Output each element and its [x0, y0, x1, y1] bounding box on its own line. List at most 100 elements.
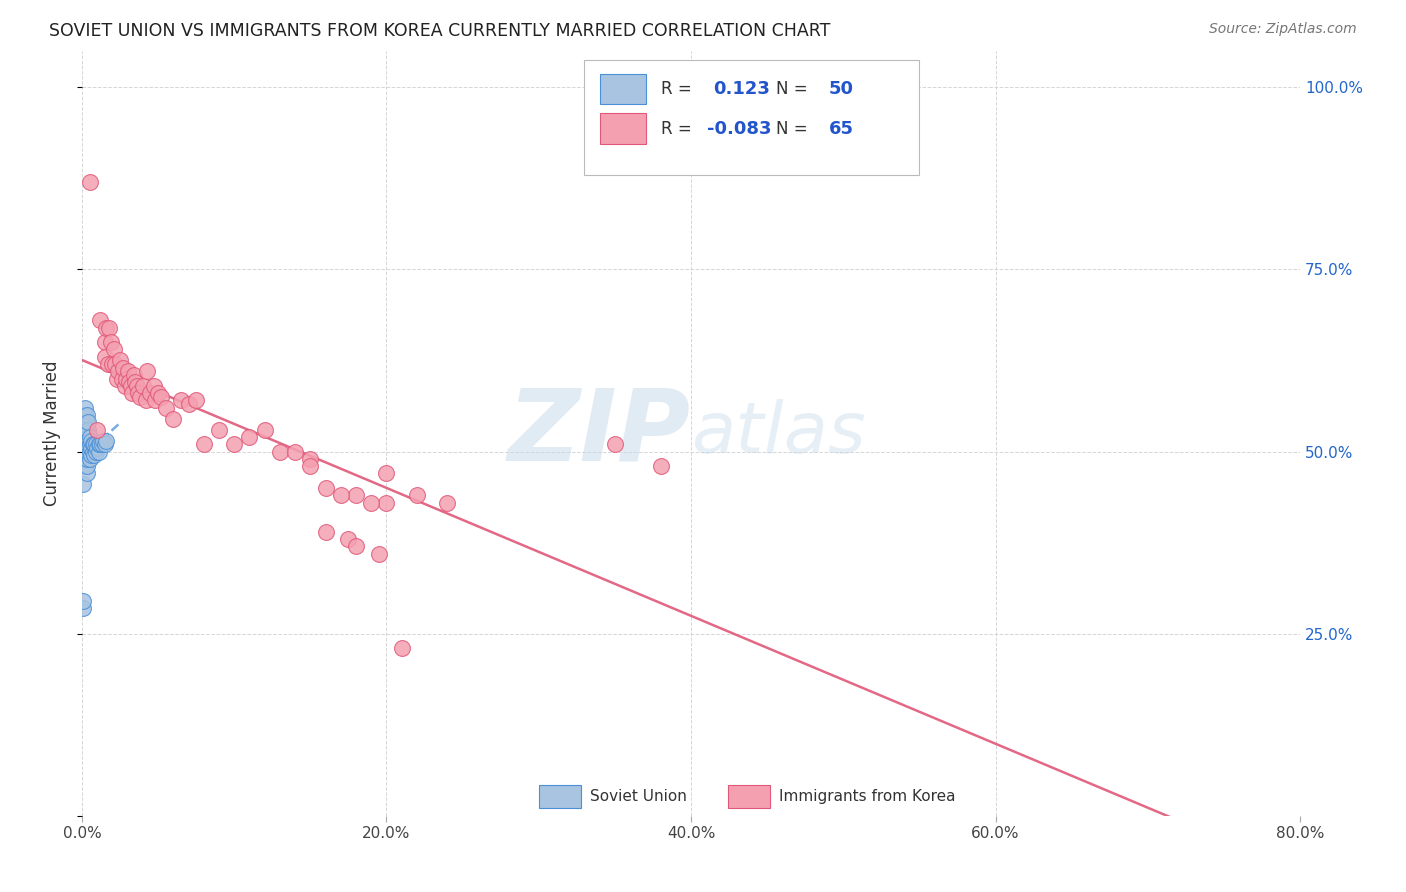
- Point: [73, 408, 96, 422]
- Point: [315, 481, 337, 495]
- Text: atlas: atlas: [690, 399, 866, 467]
- Point: [80, 448, 103, 462]
- Point: [150, 390, 173, 404]
- Text: R =: R =: [661, 80, 696, 98]
- Point: [72, 601, 94, 615]
- Point: [82, 437, 104, 451]
- Point: [76, 415, 98, 429]
- Text: -0.083: -0.083: [707, 120, 772, 137]
- Text: N =: N =: [776, 120, 813, 137]
- Text: Source: ZipAtlas.com: Source: ZipAtlas.com: [1209, 22, 1357, 37]
- Point: [391, 641, 413, 656]
- Point: [112, 360, 135, 375]
- Point: [86, 423, 108, 437]
- Point: [135, 393, 157, 408]
- Point: [120, 379, 142, 393]
- Point: [650, 459, 672, 474]
- Point: [253, 423, 276, 437]
- Point: [360, 495, 382, 509]
- Point: [96, 434, 118, 448]
- Point: [77, 415, 100, 429]
- Point: [132, 379, 155, 393]
- Point: [87, 437, 110, 451]
- Point: [177, 397, 200, 411]
- Text: ZIP: ZIP: [508, 384, 690, 482]
- Point: [100, 335, 122, 350]
- Point: [238, 430, 260, 444]
- Point: [121, 386, 143, 401]
- Point: [124, 376, 146, 390]
- Point: [269, 444, 291, 458]
- Point: [436, 495, 458, 509]
- Point: [94, 350, 117, 364]
- Point: [375, 495, 398, 509]
- Point: [76, 451, 98, 466]
- Point: [170, 393, 193, 408]
- Point: [77, 423, 100, 437]
- Point: [329, 488, 352, 502]
- Point: [367, 547, 389, 561]
- Point: [143, 393, 166, 408]
- Point: [344, 539, 367, 553]
- Point: [107, 364, 129, 378]
- Point: [105, 371, 128, 385]
- Point: [101, 357, 124, 371]
- Point: [89, 437, 111, 451]
- Y-axis label: Currently Married: Currently Married: [44, 360, 60, 506]
- Point: [110, 371, 132, 385]
- Point: [73, 459, 96, 474]
- Point: [139, 386, 162, 401]
- Point: [73, 401, 96, 415]
- Point: [136, 364, 159, 378]
- Point: [73, 444, 96, 458]
- Point: [82, 444, 104, 458]
- Point: [603, 437, 626, 451]
- Text: 65: 65: [828, 120, 853, 137]
- Point: [76, 408, 98, 422]
- Text: 50: 50: [828, 80, 853, 98]
- Point: [77, 444, 100, 458]
- FancyBboxPatch shape: [599, 74, 645, 104]
- Point: [77, 430, 100, 444]
- Point: [73, 430, 96, 444]
- Point: [76, 437, 98, 451]
- Point: [84, 437, 107, 451]
- Point: [73, 419, 96, 434]
- Point: [89, 313, 111, 327]
- Point: [79, 437, 101, 451]
- Point: [72, 477, 94, 491]
- Point: [72, 430, 94, 444]
- Point: [76, 423, 98, 437]
- Point: [76, 430, 98, 444]
- Point: [115, 371, 138, 385]
- Point: [118, 376, 141, 390]
- Point: [83, 437, 105, 451]
- Point: [76, 459, 98, 474]
- Point: [84, 444, 107, 458]
- Point: [80, 434, 103, 448]
- Point: [73, 437, 96, 451]
- Text: Soviet Union: Soviet Union: [591, 789, 686, 805]
- Point: [94, 437, 117, 451]
- Point: [76, 444, 98, 458]
- Point: [103, 343, 125, 357]
- Point: [114, 379, 136, 393]
- Point: [117, 364, 139, 378]
- FancyBboxPatch shape: [727, 785, 770, 808]
- Point: [72, 594, 94, 608]
- Text: 0.123: 0.123: [713, 80, 770, 98]
- Point: [406, 488, 429, 502]
- Point: [72, 444, 94, 458]
- Point: [90, 437, 112, 451]
- FancyBboxPatch shape: [538, 785, 581, 808]
- Point: [80, 441, 103, 455]
- Point: [337, 532, 360, 546]
- Text: SOVIET UNION VS IMMIGRANTS FROM KOREA CURRENTLY MARRIED CORRELATION CHART: SOVIET UNION VS IMMIGRANTS FROM KOREA CU…: [49, 22, 831, 40]
- FancyBboxPatch shape: [583, 60, 918, 175]
- Text: N =: N =: [776, 80, 813, 98]
- Point: [76, 467, 98, 481]
- Point: [79, 451, 101, 466]
- Point: [162, 411, 184, 425]
- Point: [73, 451, 96, 466]
- Point: [127, 386, 149, 401]
